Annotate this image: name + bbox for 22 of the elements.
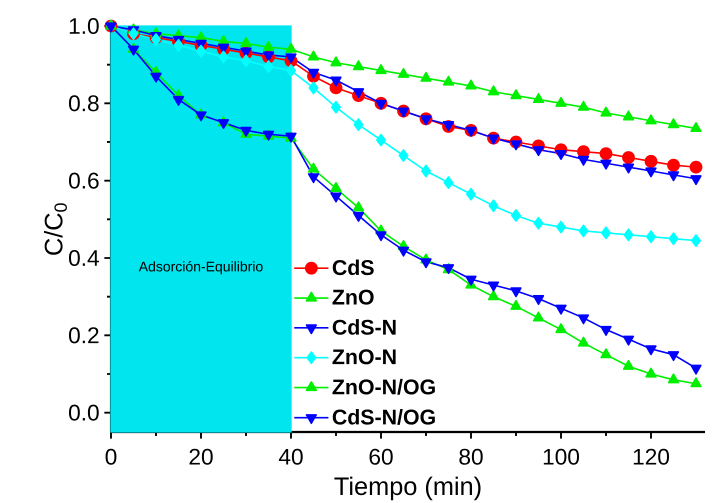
x-tick-label: 80 — [459, 448, 483, 465]
legend-label: ZnO-N — [332, 349, 396, 364]
legend-label: CdS-N/OG — [332, 408, 435, 425]
y-axis-title: C/C$_{0}$ — [44, 203, 67, 255]
x-tick-label: 120 — [634, 448, 670, 465]
x-tick-label: 20 — [190, 448, 213, 465]
y-tick-label: 1.0 — [70, 18, 99, 34]
x-tick-label: 40 — [278, 448, 303, 465]
y-tick-label: 0.8 — [68, 95, 99, 112]
x-axis-title: Tiempo (min) — [334, 476, 481, 500]
legend-label: CdS — [332, 259, 374, 276]
legend-label: ZnO — [332, 290, 374, 305]
x-tick-label: 60 — [370, 448, 393, 465]
legend-label: CdS-N — [332, 319, 396, 335]
x-tick-label: 0 — [106, 448, 116, 465]
y-tick-label: 0.4 — [68, 250, 99, 266]
band-label: Adsorción-Equilibrio — [138, 261, 263, 274]
y-tick-label: 0.2 — [68, 327, 98, 344]
y-tick-label: 0.6 — [68, 172, 99, 189]
y-tick-label: 0.0 — [68, 404, 99, 421]
legend-label: ZnO-N/OG — [332, 378, 435, 395]
x-tick-label: 100 — [544, 448, 580, 465]
